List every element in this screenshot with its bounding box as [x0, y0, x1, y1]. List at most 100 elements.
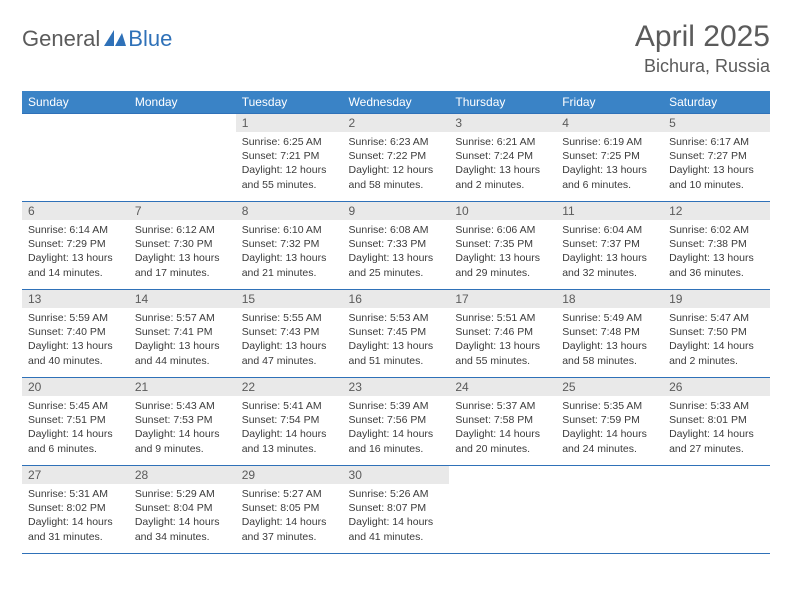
day-number: 28 [129, 466, 236, 484]
day-number: 6 [22, 202, 129, 220]
calendar-cell: 1Sunrise: 6:25 AMSunset: 7:21 PMDaylight… [236, 114, 343, 202]
calendar-cell-empty [449, 466, 556, 554]
day-number: 17 [449, 290, 556, 308]
logo: General Blue [22, 20, 172, 52]
calendar-row: 20Sunrise: 5:45 AMSunset: 7:51 PMDayligh… [22, 378, 770, 466]
day-number: 22 [236, 378, 343, 396]
calendar-cell-empty [556, 466, 663, 554]
calendar-cell: 29Sunrise: 5:27 AMSunset: 8:05 PMDayligh… [236, 466, 343, 554]
day-details: Sunrise: 6:04 AMSunset: 7:37 PMDaylight:… [556, 220, 663, 284]
calendar-row: 27Sunrise: 5:31 AMSunset: 8:02 PMDayligh… [22, 466, 770, 554]
day-details: Sunrise: 5:26 AMSunset: 8:07 PMDaylight:… [343, 484, 450, 548]
day-details: Sunrise: 6:25 AMSunset: 7:21 PMDaylight:… [236, 132, 343, 196]
logo-text-general: General [22, 26, 100, 52]
day-details: Sunrise: 6:14 AMSunset: 7:29 PMDaylight:… [22, 220, 129, 284]
day-number: 27 [22, 466, 129, 484]
calendar-row: 6Sunrise: 6:14 AMSunset: 7:29 PMDaylight… [22, 202, 770, 290]
day-details: Sunrise: 6:08 AMSunset: 7:33 PMDaylight:… [343, 220, 450, 284]
calendar-cell: 2Sunrise: 6:23 AMSunset: 7:22 PMDaylight… [343, 114, 450, 202]
calendar-cell: 7Sunrise: 6:12 AMSunset: 7:30 PMDaylight… [129, 202, 236, 290]
calendar-table: SundayMondayTuesdayWednesdayThursdayFrid… [22, 91, 770, 554]
weekday-header: Wednesday [343, 91, 450, 114]
day-details: Sunrise: 5:55 AMSunset: 7:43 PMDaylight:… [236, 308, 343, 372]
day-details: Sunrise: 5:41 AMSunset: 7:54 PMDaylight:… [236, 396, 343, 460]
calendar-row: 1Sunrise: 6:25 AMSunset: 7:21 PMDaylight… [22, 114, 770, 202]
calendar-cell: 6Sunrise: 6:14 AMSunset: 7:29 PMDaylight… [22, 202, 129, 290]
day-number: 16 [343, 290, 450, 308]
title-block: April 2025 Bichura, Russia [635, 20, 770, 77]
calendar-cell: 23Sunrise: 5:39 AMSunset: 7:56 PMDayligh… [343, 378, 450, 466]
day-number: 10 [449, 202, 556, 220]
calendar-cell: 12Sunrise: 6:02 AMSunset: 7:38 PMDayligh… [663, 202, 770, 290]
calendar-cell: 22Sunrise: 5:41 AMSunset: 7:54 PMDayligh… [236, 378, 343, 466]
calendar-cell: 15Sunrise: 5:55 AMSunset: 7:43 PMDayligh… [236, 290, 343, 378]
day-details: Sunrise: 5:53 AMSunset: 7:45 PMDaylight:… [343, 308, 450, 372]
location: Bichura, Russia [635, 56, 770, 77]
day-number: 19 [663, 290, 770, 308]
calendar-cell-empty [663, 466, 770, 554]
calendar-row: 13Sunrise: 5:59 AMSunset: 7:40 PMDayligh… [22, 290, 770, 378]
day-details: Sunrise: 5:57 AMSunset: 7:41 PMDaylight:… [129, 308, 236, 372]
calendar-cell: 10Sunrise: 6:06 AMSunset: 7:35 PMDayligh… [449, 202, 556, 290]
day-number: 24 [449, 378, 556, 396]
day-number: 18 [556, 290, 663, 308]
day-details: Sunrise: 5:35 AMSunset: 7:59 PMDaylight:… [556, 396, 663, 460]
calendar-cell: 19Sunrise: 5:47 AMSunset: 7:50 PMDayligh… [663, 290, 770, 378]
day-number: 25 [556, 378, 663, 396]
logo-text-blue: Blue [128, 26, 172, 52]
day-number: 11 [556, 202, 663, 220]
day-details: Sunrise: 6:23 AMSunset: 7:22 PMDaylight:… [343, 132, 450, 196]
calendar-cell: 3Sunrise: 6:21 AMSunset: 7:24 PMDaylight… [449, 114, 556, 202]
weekday-row: SundayMondayTuesdayWednesdayThursdayFrid… [22, 91, 770, 114]
calendar-cell: 28Sunrise: 5:29 AMSunset: 8:04 PMDayligh… [129, 466, 236, 554]
calendar-body: 1Sunrise: 6:25 AMSunset: 7:21 PMDaylight… [22, 114, 770, 554]
calendar-cell: 25Sunrise: 5:35 AMSunset: 7:59 PMDayligh… [556, 378, 663, 466]
day-number: 3 [449, 114, 556, 132]
day-details: Sunrise: 6:17 AMSunset: 7:27 PMDaylight:… [663, 132, 770, 196]
day-details: Sunrise: 5:39 AMSunset: 7:56 PMDaylight:… [343, 396, 450, 460]
calendar-cell: 21Sunrise: 5:43 AMSunset: 7:53 PMDayligh… [129, 378, 236, 466]
day-details: Sunrise: 5:45 AMSunset: 7:51 PMDaylight:… [22, 396, 129, 460]
weekday-header: Monday [129, 91, 236, 114]
weekday-header: Saturday [663, 91, 770, 114]
day-details: Sunrise: 5:27 AMSunset: 8:05 PMDaylight:… [236, 484, 343, 548]
day-number: 13 [22, 290, 129, 308]
day-number: 21 [129, 378, 236, 396]
calendar-cell: 5Sunrise: 6:17 AMSunset: 7:27 PMDaylight… [663, 114, 770, 202]
weekday-header: Tuesday [236, 91, 343, 114]
day-number: 5 [663, 114, 770, 132]
calendar-cell: 27Sunrise: 5:31 AMSunset: 8:02 PMDayligh… [22, 466, 129, 554]
calendar-page: General Blue April 2025 Bichura, Russia … [0, 0, 792, 574]
day-details: Sunrise: 5:31 AMSunset: 8:02 PMDaylight:… [22, 484, 129, 548]
calendar-cell-empty [22, 114, 129, 202]
calendar-cell: 20Sunrise: 5:45 AMSunset: 7:51 PMDayligh… [22, 378, 129, 466]
calendar-cell: 8Sunrise: 6:10 AMSunset: 7:32 PMDaylight… [236, 202, 343, 290]
calendar-cell: 14Sunrise: 5:57 AMSunset: 7:41 PMDayligh… [129, 290, 236, 378]
day-details: Sunrise: 5:47 AMSunset: 7:50 PMDaylight:… [663, 308, 770, 372]
day-details: Sunrise: 5:43 AMSunset: 7:53 PMDaylight:… [129, 396, 236, 460]
day-number: 8 [236, 202, 343, 220]
day-details: Sunrise: 5:29 AMSunset: 8:04 PMDaylight:… [129, 484, 236, 548]
day-number: 30 [343, 466, 450, 484]
day-number: 29 [236, 466, 343, 484]
day-number: 15 [236, 290, 343, 308]
day-details: Sunrise: 5:49 AMSunset: 7:48 PMDaylight:… [556, 308, 663, 372]
day-number: 12 [663, 202, 770, 220]
day-number: 2 [343, 114, 450, 132]
header: General Blue April 2025 Bichura, Russia [22, 20, 770, 77]
calendar-cell: 13Sunrise: 5:59 AMSunset: 7:40 PMDayligh… [22, 290, 129, 378]
day-details: Sunrise: 6:21 AMSunset: 7:24 PMDaylight:… [449, 132, 556, 196]
calendar-cell: 17Sunrise: 5:51 AMSunset: 7:46 PMDayligh… [449, 290, 556, 378]
calendar-cell-empty [129, 114, 236, 202]
day-number: 26 [663, 378, 770, 396]
day-details: Sunrise: 6:12 AMSunset: 7:30 PMDaylight:… [129, 220, 236, 284]
day-number: 4 [556, 114, 663, 132]
calendar-cell: 4Sunrise: 6:19 AMSunset: 7:25 PMDaylight… [556, 114, 663, 202]
day-number: 1 [236, 114, 343, 132]
day-details: Sunrise: 6:10 AMSunset: 7:32 PMDaylight:… [236, 220, 343, 284]
day-details: Sunrise: 5:33 AMSunset: 8:01 PMDaylight:… [663, 396, 770, 460]
calendar-cell: 18Sunrise: 5:49 AMSunset: 7:48 PMDayligh… [556, 290, 663, 378]
day-details: Sunrise: 5:51 AMSunset: 7:46 PMDaylight:… [449, 308, 556, 372]
calendar-cell: 26Sunrise: 5:33 AMSunset: 8:01 PMDayligh… [663, 378, 770, 466]
month-title: April 2025 [635, 20, 770, 54]
